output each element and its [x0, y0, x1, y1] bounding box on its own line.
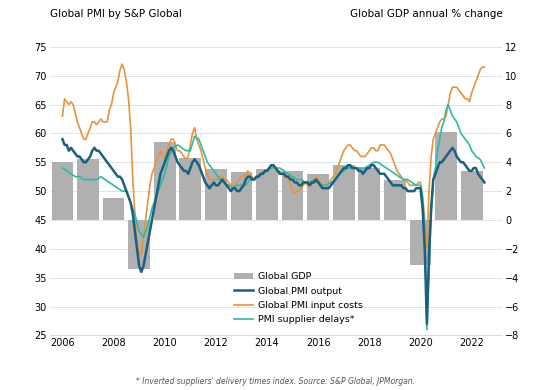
Bar [231, 172, 252, 220]
Text: * Inverted suppliers' delivery times index. Source: S&P Global, JPMorgan.: * Inverted suppliers' delivery times ind… [136, 377, 416, 386]
Bar [461, 171, 482, 220]
Bar [307, 174, 329, 220]
Text: Global GDP annual % change: Global GDP annual % change [349, 9, 502, 19]
Text: Global PMI by S&P Global: Global PMI by S&P Global [50, 9, 182, 19]
Legend: Global GDP, Global PMI output, Global PMI input costs, PMI supplier delays*: Global GDP, Global PMI output, Global PM… [231, 269, 367, 328]
Bar [435, 132, 457, 220]
Bar [282, 171, 304, 220]
Bar [256, 170, 278, 220]
Bar [205, 170, 227, 220]
Bar [51, 162, 73, 220]
Bar [384, 179, 406, 220]
Bar [410, 220, 431, 265]
Bar [77, 160, 99, 220]
Bar [333, 165, 354, 220]
Bar [358, 168, 380, 220]
Bar [128, 220, 150, 269]
Bar [154, 142, 176, 220]
Bar [103, 199, 125, 220]
Bar [179, 158, 201, 220]
